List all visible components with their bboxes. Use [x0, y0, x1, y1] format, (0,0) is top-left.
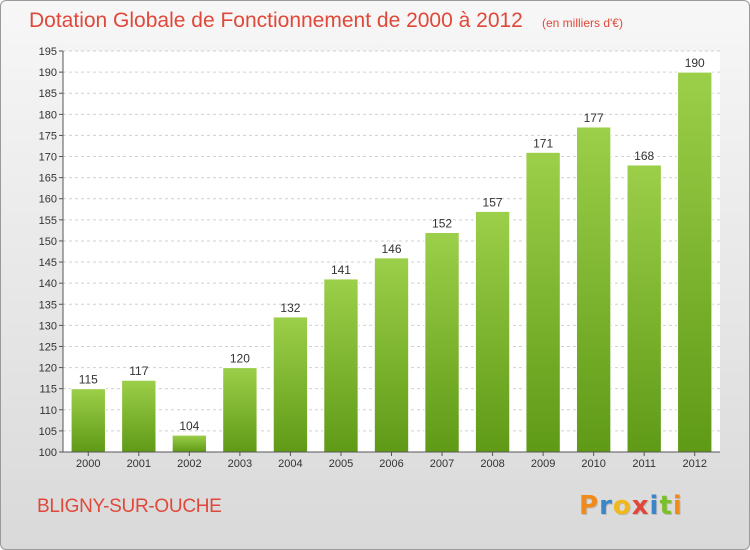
- bar-value-label: 104: [179, 419, 199, 433]
- bar: [70, 388, 106, 453]
- y-tick-label: 180: [39, 109, 57, 121]
- bar: [424, 232, 460, 453]
- bar-value-label: 141: [331, 263, 351, 277]
- y-tick-label: 185: [39, 88, 57, 100]
- x-tick-label: 2010: [581, 458, 605, 470]
- y-tick-label: 115: [39, 384, 57, 396]
- y-tick-label: 155: [39, 215, 57, 227]
- chart-subtitle: (en milliers d'€): [542, 16, 623, 30]
- bar: [272, 316, 309, 453]
- logo-letter: i: [649, 491, 660, 521]
- x-tick-label: 2008: [480, 458, 504, 470]
- logo-letter: t: [659, 491, 673, 521]
- bar-value-label: 117: [129, 364, 148, 378]
- y-tick-label: 190: [39, 67, 57, 79]
- bar-value-label: 120: [230, 352, 250, 366]
- x-tick-label: 2004: [278, 458, 302, 470]
- chart-title: Dotation Globale de Fonctionnement de 20…: [29, 9, 523, 32]
- x-axis: 2000 2001 2002 2003 2004 2005 2006 2007 2008 2009…: [63, 451, 720, 470]
- bars: 115 117 104 120 132 141 146 152 157 171 177 168 190: [70, 56, 713, 453]
- y-tick-label: 170: [39, 152, 57, 164]
- town-name: BLIGNY-SUR-OUCHE: [37, 496, 222, 517]
- x-tick-label: 2000: [76, 458, 100, 470]
- y-tick-label: 145: [39, 257, 57, 269]
- logo-letter: r: [599, 491, 613, 521]
- y-tick-label: 175: [39, 130, 57, 142]
- x-tick-label: 2002: [177, 458, 201, 470]
- bar: [323, 278, 359, 453]
- y-tick-label: 140: [39, 278, 57, 290]
- bar-value-label: 115: [79, 373, 98, 387]
- logo-letter: P: [579, 491, 600, 521]
- bar: [171, 434, 208, 453]
- bar: [677, 71, 713, 453]
- y-axis: 100 105 110 115 120 125 130 135 140 145 150 155 160 1…: [39, 46, 64, 459]
- logo-letter: o: [612, 491, 632, 521]
- bar-value-label: 146: [381, 242, 401, 256]
- x-tick-label: 2007: [430, 458, 454, 470]
- y-tick-label: 100: [39, 447, 57, 459]
- proxiti-logo[interactable]: Proxiti: [579, 491, 683, 521]
- y-tick-label: 125: [39, 341, 57, 353]
- bar-value-label: 177: [584, 111, 604, 125]
- x-tick-label: 2003: [228, 458, 252, 470]
- bar-value-label: 171: [533, 136, 553, 150]
- x-tick-label: 2009: [531, 458, 555, 470]
- y-tick-label: 195: [39, 46, 57, 58]
- y-tick-label: 105: [39, 426, 57, 438]
- y-tick-label: 130: [39, 320, 57, 332]
- x-tick-label: 2001: [127, 458, 151, 470]
- x-tick-label: 2011: [632, 458, 656, 470]
- bar: [373, 257, 410, 453]
- x-tick-label: 2005: [329, 458, 353, 470]
- x-tick-label: 2012: [682, 458, 706, 470]
- y-tick-label: 135: [39, 299, 57, 311]
- bar: [525, 151, 561, 453]
- bar-value-label: 152: [432, 217, 452, 231]
- bar-value-label: 132: [280, 301, 300, 315]
- bar: [474, 210, 511, 453]
- y-tick-label: 120: [39, 363, 57, 375]
- logo-letter: i: [672, 491, 683, 521]
- bar-value-label: 168: [634, 149, 654, 163]
- logo-letter: x: [631, 491, 650, 521]
- y-tick-label: 150: [39, 236, 57, 248]
- bar: [575, 126, 612, 453]
- bar-value-label: 157: [483, 195, 503, 209]
- y-tick-label: 160: [39, 194, 57, 206]
- x-tick-label: 2006: [379, 458, 403, 470]
- y-tick-label: 165: [39, 173, 57, 185]
- bar: [121, 379, 157, 453]
- bar: [626, 164, 662, 453]
- bar: [222, 367, 258, 453]
- bar-value-label: 190: [685, 56, 705, 70]
- y-tick-label: 110: [39, 405, 57, 417]
